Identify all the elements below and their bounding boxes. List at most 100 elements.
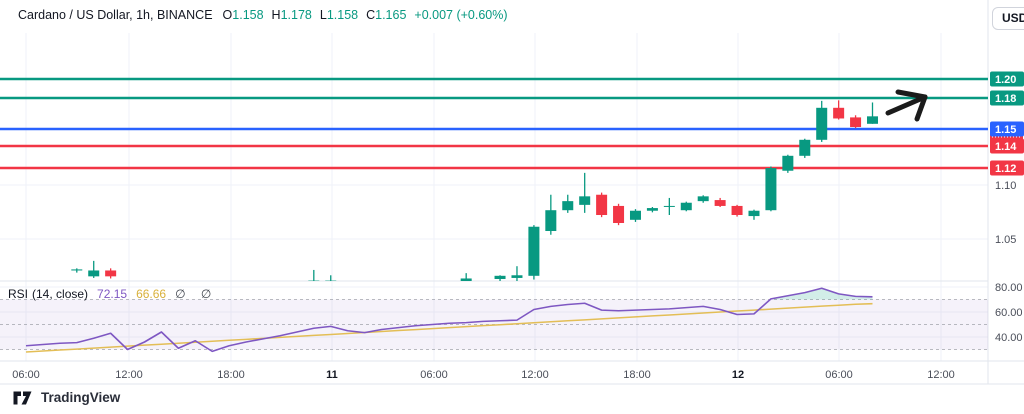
candle-body <box>646 208 658 211</box>
chart-legend[interactable]: Cardano / US Dollar, 1h, BINANCE O1.158 H1… <box>18 8 508 22</box>
candle-body <box>867 116 878 124</box>
time-axis-label: 12:00 <box>115 369 143 381</box>
candle <box>646 207 658 213</box>
rsi-line <box>25 287 873 353</box>
symbol-title[interactable]: Cardano / US Dollar, 1h, BINANCE <box>18 8 213 22</box>
candle-body <box>460 278 472 281</box>
candle-body <box>71 269 83 271</box>
arrow-drawing[interactable] <box>885 89 928 122</box>
rsi-params: (14, close) <box>32 287 89 301</box>
candles-layer <box>71 100 878 281</box>
price-axis-label-1.14[interactable]: 1.14 <box>990 138 1024 154</box>
candle <box>833 100 845 120</box>
rsi-ma-value: 66.66 <box>136 287 167 301</box>
candle-body <box>88 270 100 277</box>
time-axis-label: 06:00 <box>825 369 853 381</box>
candle-body <box>308 280 320 281</box>
candle <box>308 269 320 281</box>
candle <box>596 192 608 218</box>
candle-body <box>833 107 845 119</box>
arrow-shaft <box>885 94 928 116</box>
candle <box>511 266 523 281</box>
candle-body <box>629 210 641 220</box>
ohlc-close: C1.165 <box>366 8 407 22</box>
candle-body <box>680 202 692 211</box>
candle-body <box>579 196 591 205</box>
rsi-value: 72.15 <box>97 287 128 301</box>
ohlc-open: O1.158 <box>222 8 264 22</box>
arrow-barb <box>895 89 928 100</box>
candle-body <box>562 201 574 211</box>
candle <box>545 194 557 235</box>
candle-body <box>494 275 506 280</box>
rsi-axis-label: 60.00 <box>995 307 1023 319</box>
candle-body <box>816 107 828 140</box>
candle <box>88 260 100 278</box>
ohlc-low: L1.158 <box>319 8 359 22</box>
price-axis-label-1.12[interactable]: 1.12 <box>990 160 1024 176</box>
candle <box>579 172 591 213</box>
rsi-ma-line <box>25 302 873 353</box>
candle <box>494 275 506 281</box>
time-axis-label: 12:00 <box>927 369 955 381</box>
candle-body <box>799 139 811 156</box>
price-label-box <box>990 90 1024 106</box>
candle <box>816 100 828 142</box>
arrow-barb <box>914 94 928 122</box>
candle <box>613 203 625 226</box>
candle <box>799 138 811 158</box>
time-axis-label: 12:00 <box>521 369 549 381</box>
price-axis-label-1.20[interactable]: 1.20 <box>990 71 1024 87</box>
price-axis-label: 1.10 <box>995 180 1016 192</box>
candle <box>782 154 794 173</box>
candle-body <box>714 200 726 206</box>
price-label-text: 1.18 <box>995 93 1016 105</box>
price-label-text: 1.12 <box>995 163 1016 175</box>
price-axis-label-1.18[interactable]: 1.18 <box>990 90 1024 106</box>
price-label-text: 1.20 <box>995 74 1016 86</box>
candle <box>460 273 472 281</box>
time-axis-label: 11 <box>326 369 338 381</box>
rsi-axis-label: 40.00 <box>995 332 1023 344</box>
tradingview-mark-icon <box>13 391 32 404</box>
candle <box>867 102 878 124</box>
candle <box>325 275 337 281</box>
rsi-overbought-fill <box>770 288 873 300</box>
price-label-box <box>990 121 1024 137</box>
tradingview-logo[interactable]: TradingView <box>13 390 120 405</box>
rsi-indicator-label[interactable]: RSI (14, close) 72.15 66.66 ∅ ∅ <box>8 287 217 301</box>
candle-body <box>528 226 540 276</box>
candle <box>765 166 777 212</box>
price-label-box <box>990 160 1024 176</box>
candle <box>629 209 641 222</box>
price-label-box <box>990 71 1024 87</box>
rsi-axis-label: 80.00 <box>995 282 1023 294</box>
time-axis-label: 18:00 <box>623 369 651 381</box>
candle-body <box>596 194 608 216</box>
candle <box>731 204 743 217</box>
candle <box>663 197 675 216</box>
time-axis-label: 06:00 <box>12 369 40 381</box>
candle <box>748 209 760 220</box>
time-axis-label: 12 <box>732 369 744 381</box>
candle-body <box>782 155 794 171</box>
price-label-text: 1.15 <box>995 124 1016 136</box>
rsi-title[interactable]: RSI <box>8 287 29 301</box>
candle-body <box>850 117 862 128</box>
rsi-hidden-values: ∅ ∅ <box>175 287 218 301</box>
time-axis-label: 06:00 <box>420 369 448 381</box>
price-axis-label-1.15[interactable]: 1.15 <box>990 121 1024 137</box>
candle-body <box>697 196 709 202</box>
currency-toggle-button[interactable]: USD <box>992 7 1024 30</box>
candle-body <box>545 210 557 232</box>
ohlc-high: H1.178 <box>271 8 312 22</box>
candle <box>528 225 540 280</box>
candle <box>697 195 709 203</box>
candle-body <box>663 205 675 207</box>
candle-body <box>613 205 625 224</box>
candle-body <box>105 270 117 277</box>
candle-body <box>765 168 777 211</box>
candle <box>714 197 726 208</box>
candle <box>680 201 692 212</box>
